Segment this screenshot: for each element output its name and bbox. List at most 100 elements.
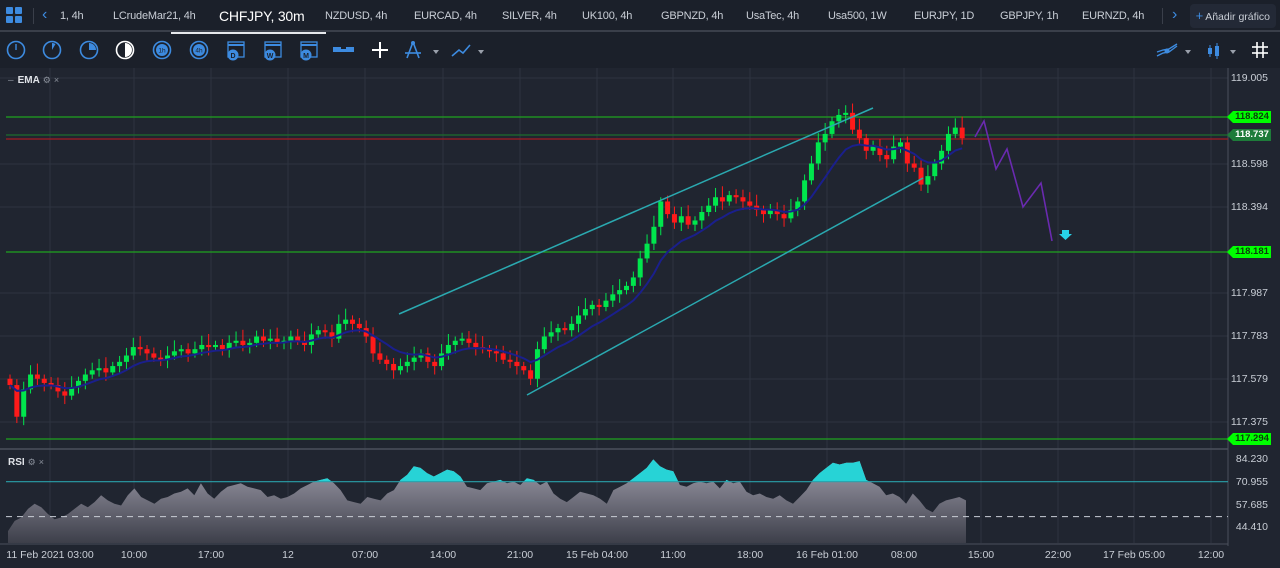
price-axis-label: 117.375 <box>1230 416 1268 428</box>
chart-tab[interactable]: EURCAD, 4h <box>414 10 477 22</box>
bullish-candle <box>898 142 903 147</box>
bearish-candle <box>528 370 534 379</box>
chart-tab[interactable]: UsaTec, 4h <box>746 10 800 22</box>
rsi-legend: RSI ⚙ × <box>8 457 45 468</box>
bullish-candle <box>336 323 342 339</box>
timeframe-monthly-icon[interactable]: M <box>300 41 318 61</box>
bearish-candle <box>466 338 472 343</box>
close-icon[interactable]: × <box>53 75 60 85</box>
grid-toggle-icon[interactable] <box>1252 42 1268 58</box>
price-axis-label: 119.005 <box>1230 72 1268 84</box>
bullish-candle <box>418 353 424 358</box>
bullish-candle <box>123 355 129 362</box>
bearish-candle <box>384 359 390 364</box>
price-chart-canvas[interactable] <box>0 68 1280 568</box>
timeframe-5m-icon[interactable] <box>42 40 62 60</box>
settings-icon[interactable]: ⚙ <box>27 457 36 467</box>
bearish-candle <box>274 338 280 343</box>
time-axis-label: 14:00 <box>429 549 457 561</box>
settings-icon[interactable]: ⚙ <box>42 75 51 85</box>
bullish-candle <box>288 336 294 341</box>
timeframe-daily-icon[interactable]: D <box>227 41 245 61</box>
price-level-tag: 118.737 <box>1227 129 1271 141</box>
bullish-candle <box>452 340 458 345</box>
add-chart-button[interactable]: + Añadir gráfico <box>1189 4 1276 28</box>
bearish-candle <box>41 378 47 383</box>
bullish-candle <box>21 389 27 417</box>
bullish-candle <box>171 351 177 356</box>
bearish-candle <box>514 361 520 367</box>
bullish-candle <box>315 330 321 335</box>
timeframe-1h-icon[interactable]: 1h <box>152 40 172 60</box>
close-icon[interactable]: × <box>38 457 45 467</box>
bullish-candle <box>89 370 95 375</box>
scroll-tabs-left-icon[interactable]: ‹ <box>42 6 48 23</box>
chart-type-dropdown-caret[interactable] <box>1230 50 1236 54</box>
chart-tab[interactable]: EURNZD, 4h <box>1082 10 1145 22</box>
price-axis-label: 117.987 <box>1230 287 1268 299</box>
bearish-candle <box>747 201 753 206</box>
bearish-candle <box>781 214 787 219</box>
bearish-candle <box>103 368 109 373</box>
bullish-candle <box>829 121 835 134</box>
bearish-candle <box>761 209 766 215</box>
bullish-candle <box>96 368 102 371</box>
drawing-compass-icon[interactable] <box>405 41 421 59</box>
compass-dropdown-caret[interactable] <box>433 50 439 54</box>
layout-grid-button[interactable] <box>6 7 22 23</box>
bearish-candle <box>877 146 883 156</box>
trendline-icon[interactable] <box>451 44 471 57</box>
chart-toolbar: 1h 4h D W M <box>0 34 1280 66</box>
bullish-candle <box>459 338 465 341</box>
chart-tab[interactable]: GBPNZD, 4h <box>661 10 724 22</box>
bullish-candle <box>343 319 349 324</box>
price-axis-label: 117.783 <box>1230 330 1268 342</box>
bearish-candle <box>856 129 862 139</box>
bullish-candle <box>69 387 75 396</box>
bullish-candle <box>713 197 719 206</box>
chart-tab[interactable]: UK100, 4h <box>582 10 633 22</box>
bearish-candle <box>370 336 376 354</box>
chart-tab[interactable]: Usa500, 1W <box>828 10 887 22</box>
bullish-candle <box>767 209 773 215</box>
bullish-candle <box>130 347 136 356</box>
candlestick-type-icon[interactable] <box>1208 43 1219 59</box>
indicators-dropdown-caret[interactable] <box>1185 50 1191 54</box>
bearish-candle <box>356 323 362 329</box>
time-axis-label: 18:00 <box>736 549 764 561</box>
timeframe-1m-icon[interactable] <box>6 40 26 60</box>
divider <box>1162 8 1163 24</box>
chart-tab[interactable]: 1, 4h <box>60 10 84 22</box>
bullish-candle <box>254 336 260 343</box>
chart-tab[interactable]: SILVER, 4h <box>502 10 557 22</box>
trendline-dropdown-caret[interactable] <box>478 50 484 54</box>
indicators-icon[interactable] <box>1156 43 1178 57</box>
timeframe-weekly-icon[interactable]: W <box>264 41 282 61</box>
svg-text:M: M <box>303 53 309 60</box>
price-axis-label: 117.579 <box>1230 373 1268 385</box>
rsi-overbought-area <box>313 459 870 482</box>
bullish-candle <box>952 127 958 134</box>
bullish-candle <box>569 323 575 331</box>
chart-tab[interactable]: EURJPY, 1D <box>914 10 975 22</box>
chart-tab[interactable]: NZDUSD, 4h <box>325 10 388 22</box>
timeframe-30m-icon[interactable] <box>115 40 135 60</box>
bearish-candle <box>329 332 335 339</box>
ruler-icon[interactable] <box>333 47 354 52</box>
bullish-candle <box>624 285 629 291</box>
bearish-candle <box>14 385 20 417</box>
chart-tab[interactable]: CHFJPY, 30m <box>170 0 328 34</box>
chart-tab[interactable]: GBPJPY, 1h <box>1000 10 1059 22</box>
crosshair-icon[interactable] <box>372 42 388 58</box>
bearish-candle <box>493 351 499 354</box>
timeframe-4h-icon[interactable]: 4h <box>189 40 209 60</box>
scroll-tabs-right-icon[interactable]: › <box>1172 6 1178 23</box>
bullish-candle <box>644 243 650 259</box>
bullish-candle <box>541 336 547 350</box>
time-axis-label: 17 Feb 05:00 <box>1103 549 1165 561</box>
timeframe-15m-icon[interactable] <box>79 40 99 60</box>
chart-tab[interactable]: LCrudeMar21, 4h <box>113 10 196 22</box>
chart-area[interactable]: – EMA ⚙ × RSI ⚙ × 119.005 118.598 118.394 117.98… <box>0 68 1280 568</box>
bearish-candle <box>911 163 917 168</box>
channel-upper-line <box>398 107 874 315</box>
